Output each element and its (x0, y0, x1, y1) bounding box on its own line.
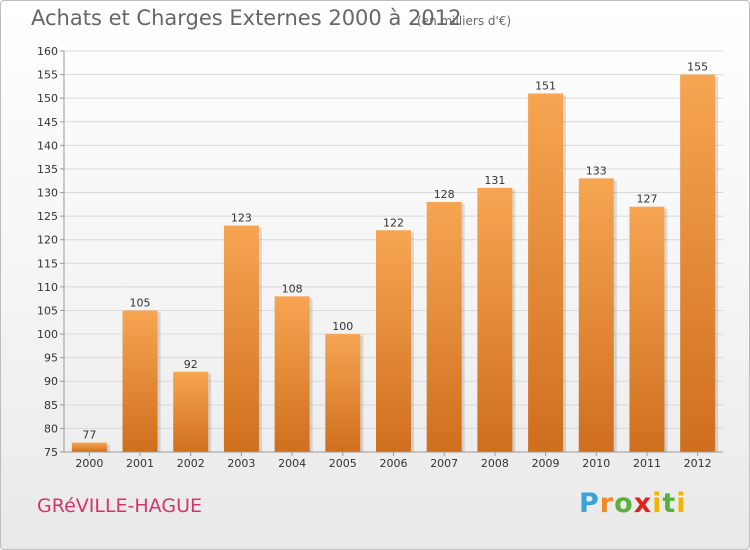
x-tick-label: 2010 (582, 457, 610, 470)
y-tick-label: 120 (37, 234, 58, 247)
x-tick-label: 2008 (481, 457, 509, 470)
bar-2006 (376, 230, 411, 452)
x-tick-label: 2003 (227, 457, 255, 470)
y-tick-label: 145 (37, 116, 58, 129)
data-label: 128 (434, 188, 455, 201)
y-tick-label: 85 (44, 399, 58, 412)
y-tick-label: 115 (37, 257, 58, 270)
x-tick-label: 2011 (633, 457, 661, 470)
y-tick-label: 110 (37, 281, 58, 294)
x-tick-label: 2005 (329, 457, 357, 470)
data-label: 127 (636, 193, 657, 206)
bar-2007 (426, 201, 462, 452)
x-tick-label: 2007 (430, 457, 458, 470)
data-label: 105 (130, 296, 151, 309)
bar-2001 (122, 310, 158, 452)
y-tick-label: 125 (37, 210, 58, 223)
data-label: 151 (535, 79, 556, 92)
y-tick-label: 100 (37, 328, 58, 341)
data-label: 77 (82, 429, 96, 442)
bar-2008 (477, 187, 513, 452)
bar-2000 (71, 442, 107, 452)
chart-title: Achats et Charges Externes 2000 à 2012 (31, 6, 462, 30)
logo-letter: P (579, 488, 600, 519)
bar-2002 (173, 371, 209, 452)
bar-2003 (223, 225, 259, 452)
logo-letter: o (614, 488, 634, 519)
x-tick-label: 2012 (684, 457, 712, 470)
y-tick-label: 80 (44, 422, 58, 435)
x-tick-label: 2001 (126, 457, 154, 470)
x-tick-label: 2002 (177, 457, 205, 470)
y-tick-label: 75 (44, 446, 58, 459)
x-tick-label: 2000 (75, 457, 103, 470)
place-name: GRéVILLE-HAGUE (37, 495, 202, 517)
bar-2004 (274, 296, 310, 452)
bar-2005 (325, 334, 361, 452)
data-label: 108 (282, 282, 303, 295)
data-label: 100 (332, 320, 353, 333)
bars (71, 74, 719, 453)
y-axis-ticks: 75 80 85 90 95 100 105 110 115 120 125 130 135 140 145… (37, 45, 723, 459)
logo-letter: t (662, 488, 677, 519)
y-tick-label: 135 (37, 163, 58, 176)
y-tick-label: 130 (37, 187, 58, 200)
y-tick-label: 150 (37, 92, 58, 105)
logo-letter: x (633, 488, 653, 519)
data-label: 123 (231, 212, 252, 225)
data-label: 155 (687, 61, 708, 74)
data-label: 122 (383, 216, 404, 229)
y-tick-label: 160 (37, 45, 58, 58)
data-label: 131 (484, 174, 505, 187)
x-tick-label: 2006 (380, 457, 408, 470)
bar-2010 (578, 178, 614, 452)
y-tick-label: 105 (37, 304, 58, 317)
y-tick-label: 90 (44, 375, 58, 388)
y-tick-label: 140 (37, 139, 58, 152)
y-tick-label: 155 (37, 69, 58, 82)
bar-2011 (629, 206, 665, 452)
proxiti-logo: Proxiti (579, 488, 687, 519)
data-label: 92 (184, 358, 198, 371)
data-label: 133 (586, 164, 607, 177)
x-axis-ticks: 2000 2001 2002 2003 2004 2005 2006 2007 2008 2009… (75, 452, 712, 470)
x-tick-label: 2004 (278, 457, 306, 470)
y-tick-label: 95 (44, 352, 58, 365)
x-tick-label: 2009 (532, 457, 560, 470)
data-labels: 77 105 92 123 108 100 122 128 131 151 133 127 155 (82, 61, 708, 442)
chart-subtitle: (en milliers d'€) (417, 14, 512, 28)
logo-letter: i (652, 488, 663, 519)
logo-letter: r (599, 488, 615, 519)
bar-2009 (528, 93, 564, 452)
logo-letter: i (676, 488, 687, 519)
bar-2012 (680, 74, 716, 453)
